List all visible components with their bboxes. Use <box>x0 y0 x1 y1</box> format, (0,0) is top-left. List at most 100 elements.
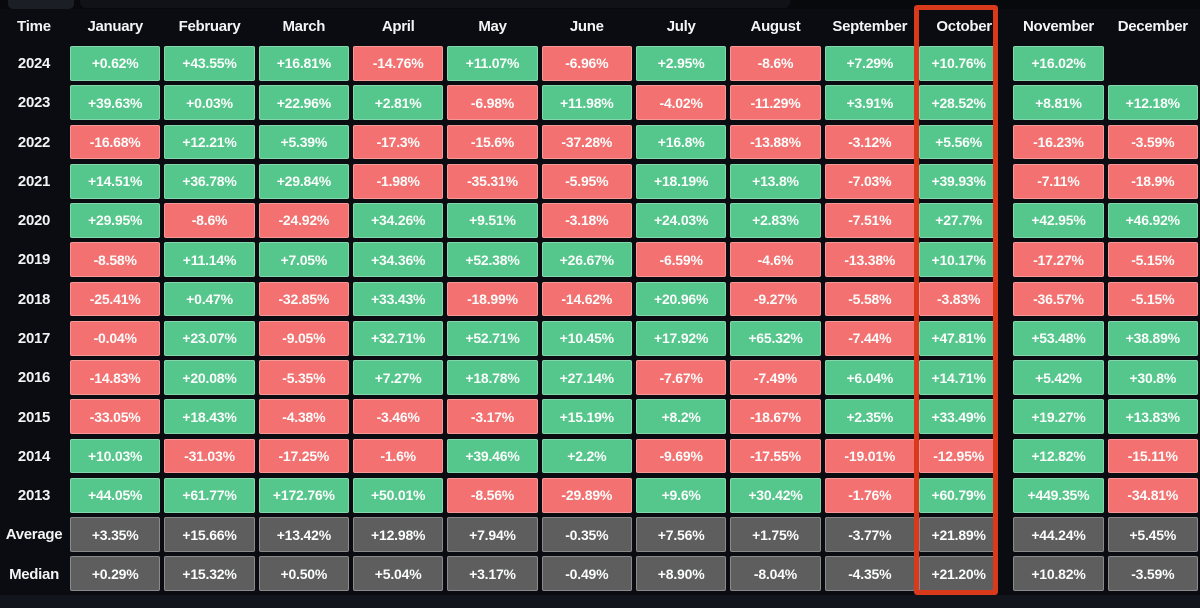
slot-2022-october: +5.56% <box>917 123 1011 162</box>
cell-2021-march: +29.84% <box>258 163 349 199</box>
cell-2021-july: +18.19% <box>635 163 727 199</box>
column-header-july[interactable]: July <box>666 18 696 35</box>
cell-2013-june: -29.89% <box>541 477 632 513</box>
slot-average-june: -0.35% <box>540 515 634 554</box>
cell-2015-february: +18.43% <box>164 399 255 435</box>
cell-2019-november: -17.27% <box>1013 242 1104 278</box>
row-label-2021: 2021 <box>17 172 51 190</box>
cell-2021-june: -5.95% <box>541 163 632 199</box>
slot-2014-september: -19.01% <box>823 437 917 476</box>
slot-2018-may: -18.99% <box>445 280 539 319</box>
slot-2018-february: +0.47% <box>162 280 256 319</box>
cell-2013-august: +30.42% <box>730 477 821 513</box>
slot-2021-may: -35.31% <box>445 162 539 201</box>
column-header-february[interactable]: February <box>178 18 241 35</box>
cell-2016-october: +14.71% <box>918 360 999 395</box>
slot-2017-november: +53.48% <box>1011 319 1105 358</box>
cell-average-february: +15.66% <box>164 517 255 552</box>
cell-2017-february: +23.07% <box>164 320 255 356</box>
cell-2024-june: -6.96% <box>541 46 632 81</box>
cell-2014-may: +39.46% <box>447 438 538 474</box>
cell-2013-march: +172.76% <box>258 477 349 513</box>
row-label-2024: 2024 <box>17 55 51 73</box>
slot-2016-august: -7.49% <box>728 358 822 397</box>
slot-2016-november: +5.42% <box>1011 358 1105 397</box>
slot-2013-july: +9.6% <box>634 476 728 515</box>
slot-median-march: +0.50% <box>257 554 351 593</box>
slot-2018-april: +33.43% <box>351 280 445 319</box>
cell-2015-june: +15.19% <box>541 399 632 435</box>
slot-2015-february: +18.43% <box>162 397 256 436</box>
top-edge-pill <box>8 0 74 9</box>
column-header-august[interactable]: August <box>750 18 801 35</box>
column-header-june[interactable]: June <box>569 18 604 35</box>
cell-2018-may: -18.99% <box>447 281 538 317</box>
cell-2016-august: -7.49% <box>730 360 821 395</box>
slot-2019-june: +26.67% <box>540 240 634 279</box>
row-label-2020: 2020 <box>17 212 51 230</box>
cell-average-november: +44.24% <box>1013 517 1104 552</box>
row-label-2014: 2014 <box>17 447 51 465</box>
cell-2017-may: +52.71% <box>447 320 538 356</box>
cell-2016-june: +27.14% <box>541 360 632 395</box>
table-row-2014: 2014 +10.03% -31.03% -17.25% -1.6% +39.46% +2.… <box>0 437 1200 476</box>
cell-median-september: -4.35% <box>824 556 915 592</box>
cell-average-march: +13.42% <box>258 517 349 552</box>
cell-2021-september: -7.03% <box>824 163 915 199</box>
slot-2016-september: +6.04% <box>823 358 917 397</box>
cell-2014-march: -17.25% <box>258 438 349 474</box>
cell-2019-june: +26.67% <box>541 242 632 278</box>
cell-2021-november: -7.11% <box>1013 163 1104 199</box>
cell-2018-march: -32.85% <box>258 281 349 317</box>
cell-2023-july: -4.02% <box>635 85 727 121</box>
column-header-march[interactable]: March <box>282 18 326 35</box>
slot-2020-december: +46.92% <box>1106 201 1200 240</box>
cell-2017-november: +53.48% <box>1013 320 1104 356</box>
cell-average-january: +3.35% <box>70 517 161 552</box>
cell-2020-november: +42.95% <box>1013 203 1104 238</box>
cell-2024-february: +43.55% <box>164 46 255 81</box>
column-header-october[interactable]: October <box>936 18 992 35</box>
cell-2014-january: +10.03% <box>70 438 161 474</box>
cell-2022-august: -13.88% <box>730 124 821 160</box>
column-header-september[interactable]: September <box>832 18 908 35</box>
cell-2020-december: +46.92% <box>1107 203 1198 238</box>
cell-2023-april: +2.81% <box>352 85 444 121</box>
column-header-november[interactable]: November <box>1022 18 1094 35</box>
slot-average-january: +3.35% <box>68 515 162 554</box>
slot-2024-october: +10.76% <box>917 44 1011 83</box>
column-header-december[interactable]: December <box>1117 18 1188 35</box>
slot-average-october: +21.89% <box>917 515 1011 554</box>
column-header-may[interactable]: May <box>478 18 507 35</box>
slot-2014-march: -17.25% <box>257 437 351 476</box>
slot-2015-july: +8.2% <box>634 397 728 436</box>
cell-2016-january: -14.83% <box>70 360 161 395</box>
slot-median-december: -3.59% <box>1106 554 1200 593</box>
cell-2017-october: +47.81% <box>918 320 999 356</box>
row-label-2015: 2015 <box>17 408 51 426</box>
cell-average-august: +1.75% <box>730 517 821 552</box>
column-header-january[interactable]: January <box>87 18 143 35</box>
column-header-april[interactable]: April <box>381 18 415 35</box>
slot-2022-january: -16.68% <box>68 123 162 162</box>
cell-2015-july: +8.2% <box>635 399 727 435</box>
row-label-average: Average <box>5 526 63 544</box>
slot-median-may: +3.17% <box>445 554 539 593</box>
cell-2018-august: -9.27% <box>730 281 821 317</box>
slot-2024-august: -8.6% <box>728 44 822 83</box>
cell-2014-july: -9.69% <box>635 438 727 474</box>
slot-median-october: +21.20% <box>917 554 1011 593</box>
slot-2019-january: -8.58% <box>68 240 162 279</box>
slot-2013-march: +172.76% <box>257 476 351 515</box>
cell-2015-april: -3.46% <box>352 399 444 435</box>
slot-2019-august: -4.6% <box>728 240 822 279</box>
slot-2017-december: +38.89% <box>1106 319 1200 358</box>
cell-2020-october: +27.7% <box>918 203 999 238</box>
slot-2014-january: +10.03% <box>68 437 162 476</box>
slot-median-august: -8.04% <box>728 554 822 593</box>
row-label-2019: 2019 <box>17 251 51 269</box>
cell-median-march: +0.50% <box>258 556 349 592</box>
slot-median-june: -0.49% <box>540 554 634 593</box>
cell-2019-january: -8.58% <box>70 242 161 278</box>
slot-2024-may: +11.07% <box>445 44 539 83</box>
